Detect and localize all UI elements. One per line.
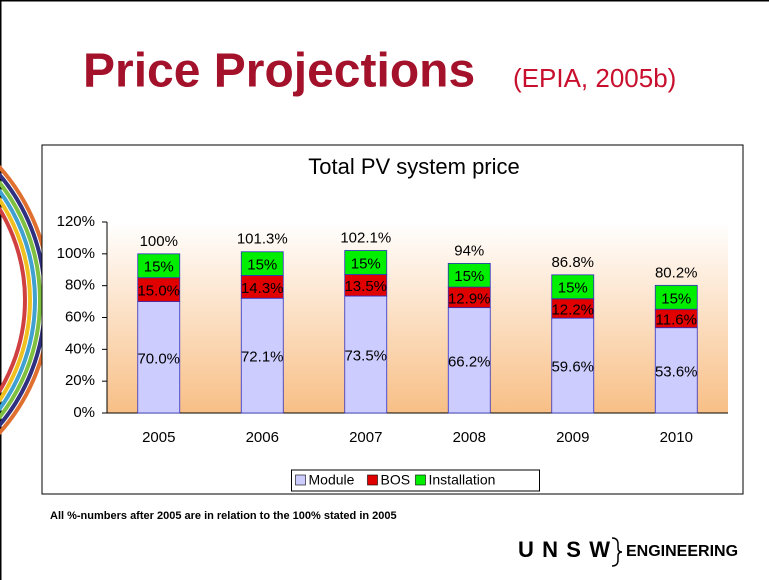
value-label: 12.9% [448, 290, 491, 307]
bar-segment [344, 295, 388, 414]
total-label: 94% [454, 242, 484, 259]
x-tick-label: 2006 [246, 429, 279, 446]
slide-title: Price Projections [83, 45, 475, 98]
total-label: 102.1% [340, 229, 391, 246]
legend-swatch [367, 474, 378, 486]
footnote: All %-numbers after 2005 are in relation… [50, 510, 397, 522]
value-label: 11.6% [656, 311, 697, 328]
value-label: 59.6% [551, 359, 594, 376]
bar-segment [654, 327, 698, 414]
legend-swatch [415, 474, 426, 486]
value-label: 15% [247, 257, 277, 274]
bar-segment [551, 274, 595, 300]
bar-segment [240, 297, 284, 414]
value-label: 15% [661, 290, 691, 307]
value-label: 15% [351, 255, 381, 272]
bar-segment [240, 251, 284, 276]
total-label: 80.2% [655, 264, 698, 281]
total-label: 101.3% [237, 231, 288, 248]
y-tick-label: 60% [65, 308, 95, 325]
value-label: 15.0% [137, 283, 180, 300]
citation: (EPIA, 2005b) [513, 63, 676, 93]
logo-brace [611, 537, 623, 567]
y-tick-label: 0% [73, 404, 95, 421]
bar-segment [447, 307, 491, 414]
y-tick-label: 80% [65, 277, 95, 294]
value-label: 73.5% [344, 347, 387, 364]
y-tick-label: 120% [57, 213, 95, 230]
legend-label: Module [309, 472, 355, 488]
y-tick-label: 40% [65, 340, 95, 357]
total-label: 100% [140, 233, 178, 250]
value-label: 15% [454, 268, 484, 285]
value-label: 12.2% [551, 301, 594, 318]
value-label: 70.0% [137, 350, 180, 367]
legend-label: BOS [381, 472, 411, 488]
bar-segment [137, 301, 181, 414]
x-tick-label: 2009 [556, 429, 589, 446]
value-label: 14.3% [241, 280, 284, 297]
value-label: 72.1% [241, 349, 284, 366]
x-tick-label: 2005 [142, 429, 175, 446]
y-tick-label: 100% [57, 245, 95, 262]
legend-swatch [295, 474, 306, 486]
chart-title: Total PV system price [308, 154, 520, 179]
value-label: 53.6% [655, 363, 698, 380]
bar-segment [654, 284, 698, 310]
value-label: 15% [558, 280, 588, 297]
logo-name: UNSW [518, 537, 610, 562]
total-label: 86.8% [551, 254, 594, 271]
value-label: 13.5% [344, 278, 387, 295]
bar-segment [551, 317, 595, 414]
bar-segment [344, 250, 388, 275]
plot-area [107, 222, 728, 413]
bar-segment [137, 253, 181, 279]
bar-segment [447, 262, 491, 288]
value-label: 15% [144, 259, 174, 276]
value-label: 66.2% [448, 353, 491, 370]
x-tick-label: 2010 [660, 429, 693, 446]
logo-unit: ENGINEERING [626, 543, 738, 560]
x-tick-label: 2008 [453, 429, 486, 446]
y-tick-label: 20% [65, 372, 95, 389]
x-tick-label: 2007 [349, 429, 382, 446]
legend-label: Installation [429, 472, 496, 488]
